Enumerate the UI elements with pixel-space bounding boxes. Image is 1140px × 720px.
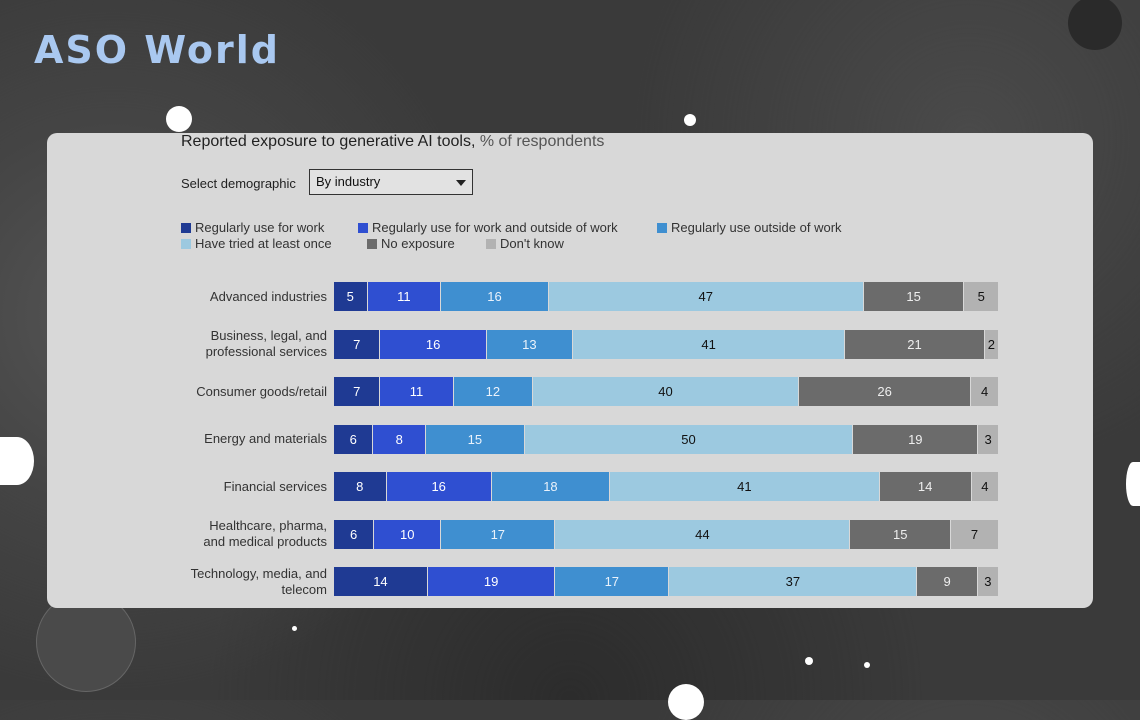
bar-segment: 3 [977,567,998,596]
bar-segment: 16 [380,329,487,359]
bar-segment: 18 [491,472,611,501]
bar-segment: 15 [426,424,525,454]
bar-segment: 7 [334,329,381,359]
legend-label: No exposure [381,236,455,251]
decor-dot [668,684,704,720]
bar-segment: 5 [334,282,368,311]
legend-swatch [181,239,191,249]
bar-segment: 13 [486,329,574,359]
decor-dot [166,106,192,132]
bar-segment: 10 [374,519,442,549]
bar-segment: 4 [971,377,998,406]
legend-item: Regularly use outside of work [657,220,842,235]
chevron-down-icon [456,180,466,186]
stacked-bar: 5 11 16 47 15 5 [334,282,998,311]
demographic-select[interactable]: By industry [309,169,473,195]
bar-segment: 14 [334,567,428,596]
decor-dot [684,114,696,126]
category-label: Business, legal, and professional service… [205,328,327,359]
decor-dot [864,662,870,668]
bar-segment: 4 [971,472,998,501]
stacked-bar: 8 16 18 41 14 4 [334,472,998,501]
bar-segment: 37 [669,567,918,596]
chart-title: Reported exposure to generative AI tools… [181,133,605,150]
bar-segment: 40 [533,377,799,406]
stacked-bar: 6 8 15 50 19 3 [334,424,998,454]
bar-segment: 47 [548,282,864,311]
decor-dot [805,657,813,665]
legend-item: Regularly use for work and outside of wo… [358,220,618,235]
chart-card: Reported exposure to generative AI tools… [47,133,1093,608]
bar-segment: 11 [380,377,454,406]
decor-dot [0,437,34,485]
bar-segment: 2 [984,329,998,359]
bar-segment: 17 [441,519,556,549]
bar-segment: 7 [951,519,998,549]
bar-segment: 6 [334,424,374,454]
legend-item: Regularly use for work [181,220,324,235]
bar-segment: 5 [964,282,998,311]
bar-segment: 7 [334,377,381,406]
category-label: Healthcare, pharma, and medical products [203,518,327,549]
bar-segment: 17 [555,567,670,596]
bar-segment: 16 [386,472,492,501]
legend-swatch [486,239,496,249]
legend-item: Don't know [486,236,564,251]
category-label: Advanced industries [209,288,327,304]
legend-swatch [358,223,368,233]
decor-dot [292,626,297,631]
bar-segment: 50 [524,424,854,454]
legend-label: Regularly use for work and outside of wo… [372,220,618,235]
bar-segment: 44 [555,519,851,549]
bar-segment: 6 [334,519,375,549]
bar-segment: 12 [453,377,534,406]
demographic-select-value: By industry [316,174,381,189]
bar-segment: 8 [334,472,387,501]
stacked-bar: 6 10 17 44 15 7 [334,519,998,549]
decor-dot [1126,462,1140,506]
legend-label: Have tried at least once [195,236,332,251]
decor-circle-bottomleft [36,592,136,692]
aso-world-logo: ASO World [34,28,280,72]
bar-segment: 19 [427,567,556,596]
stacked-bar: 14 19 17 37 9 3 [334,567,998,596]
legend-label: Regularly use outside of work [671,220,842,235]
bar-segment: 19 [853,424,979,454]
category-label: Energy and materials [204,431,327,446]
bar-segment: 16 [441,282,549,311]
bar-segment: 3 [978,424,998,454]
category-label: Financial services [223,478,327,494]
legend-item: Have tried at least once [181,236,332,251]
legend-label: Regularly use for work [195,220,325,235]
bar-segment: 26 [798,377,972,406]
stacked-bar: 7 11 12 40 26 4 [334,377,998,406]
category-label: Consumer goods/retail [196,383,327,399]
bar-segment: 8 [373,424,427,454]
decor-circle-topright [1068,0,1122,50]
bar-segment: 9 [917,567,978,596]
bar-segment: 14 [879,472,972,501]
legend-label: Don't know [500,236,564,251]
bar-segment: 41 [573,329,846,359]
category-label: Technology, media, and telecom [190,565,327,597]
legend-swatch [657,223,667,233]
bar-segment: 21 [845,329,985,359]
bar-segment: 15 [863,282,965,311]
legend-swatch [181,223,191,233]
legend-item: No exposure [367,236,455,251]
bar-segment: 15 [850,519,952,549]
bar-segment: 11 [367,282,442,311]
stacked-bar: 7 16 13 41 21 2 [334,329,998,359]
legend-swatch [367,239,377,249]
demographic-label: Select demographic [181,176,296,191]
bar-segment: 41 [610,472,880,501]
